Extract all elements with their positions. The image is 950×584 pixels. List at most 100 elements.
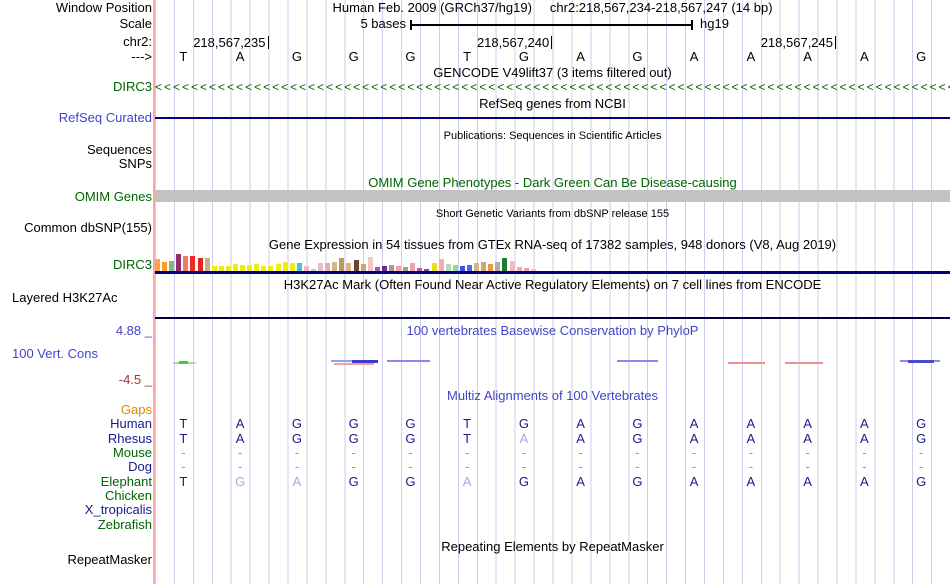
track-label-common-dbsnp[interactable]: Common dbSNP(155): [24, 220, 152, 235]
alignment-species-label[interactable]: Gaps: [120, 402, 152, 417]
gtex-tissue-bar[interactable]: [410, 263, 416, 271]
alignment-base: G: [348, 416, 359, 431]
gtex-tissue-bar[interactable]: [424, 269, 430, 271]
dirc3-strand-arrows[interactable]: <<<<<<<<<<<<<<<<<<<<<<<<<<<<<<<<<<<<<<<<…: [155, 81, 950, 93]
gtex-tissue-bar[interactable]: [325, 263, 331, 271]
gtex-tissue-bar[interactable]: [509, 261, 515, 271]
track-label-snps[interactable]: SNPs: [118, 156, 152, 171]
gtex-tissue-bar[interactable]: [388, 265, 394, 271]
track-label-repeatmasker[interactable]: RepeatMasker: [67, 552, 152, 567]
gencode-track-title[interactable]: GENCODE V49lift37 (3 items filtered out): [433, 65, 672, 80]
track-label-dirc3-gtex[interactable]: DIRC3: [112, 257, 152, 272]
gtex-tissue-bar[interactable]: [190, 256, 196, 271]
gtex-tissue-bar[interactable]: [495, 262, 501, 271]
h3k27ac-track-line[interactable]: [155, 317, 950, 319]
gtex-tissue-bar[interactable]: [466, 265, 472, 271]
base-letter: G: [348, 49, 359, 64]
alignment-species-label[interactable]: Elephant: [100, 474, 152, 489]
gtex-tissue-bar[interactable]: [431, 263, 437, 271]
gtex-tissue-bar[interactable]: [169, 261, 175, 271]
gtex-tissue-bar[interactable]: [176, 254, 182, 271]
ruler-tick: 218,567,235: [193, 36, 269, 49]
scale-bar-label: 5 bases: [360, 16, 406, 31]
base-letter: G: [405, 49, 416, 64]
gtex-tissue-bar[interactable]: [481, 262, 487, 271]
gtex-tissue-bar[interactable]: [211, 266, 217, 271]
gtex-tissue-bar[interactable]: [452, 265, 458, 271]
gtex-tissue-bar[interactable]: [282, 262, 288, 271]
phylop-track-title[interactable]: 100 vertebrates Basewise Conservation by…: [406, 323, 699, 338]
gtex-tissue-bar[interactable]: [374, 267, 380, 271]
h3k27ac-track-title[interactable]: H3K27Ac Mark (Often Found Near Active Re…: [283, 277, 822, 292]
gtex-tissue-bar[interactable]: [183, 256, 189, 271]
gtex-tissue-bar[interactable]: [155, 259, 160, 271]
gtex-tissue-bar[interactable]: [218, 266, 224, 271]
gtex-tissue-bar[interactable]: [162, 262, 168, 271]
gtex-tissue-bar[interactable]: [275, 264, 281, 271]
alignment-species-label[interactable]: Mouse: [112, 445, 152, 460]
gtex-tissue-bar[interactable]: [523, 268, 529, 271]
gtex-tissue-bar[interactable]: [261, 266, 267, 271]
gtex-tissue-bar[interactable]: [268, 266, 274, 271]
gtex-tissue-bar[interactable]: [346, 263, 352, 271]
alignment-base: A: [519, 431, 529, 446]
track-label-refseq-curated[interactable]: RefSeq Curated: [58, 110, 152, 125]
alignment-species-label[interactable]: Chicken: [105, 488, 152, 503]
gtex-tissue-bar[interactable]: [247, 265, 253, 271]
alignment-base: -: [521, 459, 527, 474]
gtex-tissue-bar[interactable]: [225, 266, 231, 271]
gtex-tissue-bar[interactable]: [289, 263, 295, 271]
alignment-species-label[interactable]: X_tropicalis: [84, 502, 152, 517]
alignment-species-label[interactable]: Human: [110, 416, 152, 431]
gtex-tissue-bar[interactable]: [502, 258, 508, 271]
base-letter: T: [179, 49, 188, 64]
track-label-omim-genes[interactable]: OMIM Genes: [74, 189, 152, 204]
track-label-dirc3-gencode[interactable]: DIRC3: [112, 79, 152, 94]
gtex-tissue-bar[interactable]: [396, 266, 402, 271]
gtex-track-line[interactable]: [155, 271, 950, 274]
alignment-species-label[interactable]: Zebrafish: [97, 517, 152, 532]
gtex-tissue-bar[interactable]: [360, 264, 366, 271]
refseq-track-title[interactable]: RefSeq genes from NCBI: [479, 96, 626, 111]
gtex-tissue-bar[interactable]: [318, 263, 324, 271]
gtex-tissue-bar[interactable]: [438, 259, 444, 271]
track-label-layered-h3k27ac[interactable]: Layered H3K27Ac: [12, 290, 118, 305]
gtex-tissue-bar[interactable]: [204, 258, 210, 271]
gtex-tissue-bar[interactable]: [474, 263, 480, 271]
gtex-tissue-bar[interactable]: [240, 265, 246, 271]
gtex-tissue-bar[interactable]: [488, 264, 494, 271]
gtex-tissue-bar[interactable]: [332, 262, 338, 271]
omim-track-title[interactable]: OMIM Gene Phenotypes - Dark Green Can Be…: [368, 175, 737, 190]
gtex-tissue-bar[interactable]: [417, 268, 423, 271]
repeatmasker-track-title[interactable]: Repeating Elements by RepeatMasker: [441, 539, 664, 554]
gtex-tissue-bar[interactable]: [232, 264, 238, 271]
gtex-tissue-bar[interactable]: [310, 269, 316, 271]
gtex-expression-barchart[interactable]: [155, 250, 950, 271]
gtex-tissue-bar[interactable]: [381, 266, 387, 271]
multiz-track-title[interactable]: Multiz Alignments of 100 Vertebrates: [446, 388, 658, 403]
gtex-tissue-bar[interactable]: [303, 266, 309, 271]
gtex-tissue-bar[interactable]: [197, 258, 203, 271]
gtex-tissue-bar[interactable]: [367, 257, 373, 271]
publications-track-title[interactable]: Publications: Sequences in Scientific Ar…: [443, 130, 662, 142]
gtex-tissue-bar[interactable]: [296, 263, 302, 271]
gtex-track-title[interactable]: Gene Expression in 54 tissues from GTEx …: [268, 237, 837, 252]
gtex-tissue-bar[interactable]: [403, 267, 409, 271]
alignment-species-label[interactable]: Dog: [128, 459, 152, 474]
dbsnp-track-title[interactable]: Short Genetic Variants from dbSNP releas…: [435, 208, 670, 220]
gtex-tissue-bar[interactable]: [339, 258, 345, 271]
alignment-base: -: [691, 445, 697, 460]
gtex-tissue-bar[interactable]: [530, 269, 536, 271]
conservation-mark: [728, 362, 765, 364]
gtex-tissue-bar[interactable]: [516, 267, 522, 271]
gtex-tissue-bar[interactable]: [254, 264, 260, 271]
gtex-tissue-bar[interactable]: [459, 266, 465, 271]
gtex-tissue-bar[interactable]: [445, 264, 451, 271]
alignment-species-label[interactable]: Rhesus: [107, 431, 152, 446]
track-label-100-vert-cons[interactable]: 100 Vert. Cons: [12, 346, 98, 361]
track-label-sequences[interactable]: Sequences: [86, 142, 152, 157]
refseq-curated-line[interactable]: [155, 117, 950, 119]
omim-genes-bar[interactable]: [155, 190, 950, 202]
gtex-tissue-bar[interactable]: [353, 260, 359, 271]
alignment-base: A: [689, 431, 699, 446]
